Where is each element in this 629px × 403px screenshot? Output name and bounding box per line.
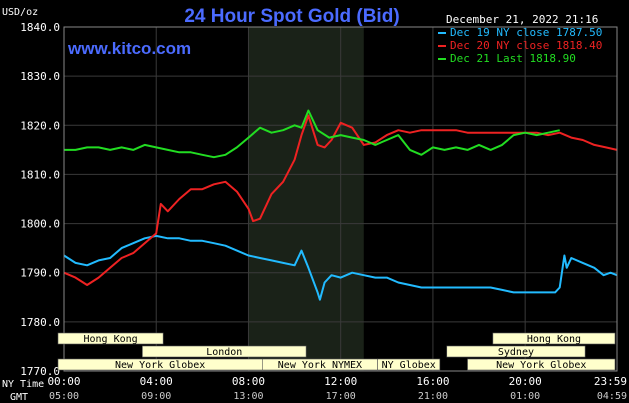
x-tick-ny-6: 23:59 (594, 375, 627, 388)
y-tick-label-2: 1820.0 (20, 119, 60, 132)
gmt-label: GMT (10, 392, 28, 403)
session-label-0: Hong Kong (83, 334, 137, 345)
x-tick-gmt-4: 21:00 (418, 391, 448, 402)
y-axis-ticks: 1840.0 1830.0 1820.0 1810.0 1800.0 1790.0 1780… (20, 21, 60, 378)
y-tick-label-3: 1810.0 (20, 168, 60, 181)
series-line-1 (63, 114, 618, 286)
legend-entry-0: Dec 19 NY close 1787.50 (450, 26, 602, 39)
x-tick-ny-4: 16:00 (416, 375, 449, 388)
y-tick-label-6: 1780.0 (20, 316, 60, 329)
grid-layer (63, 26, 618, 372)
session-box-1 (142, 345, 307, 358)
session-box-5 (492, 332, 616, 345)
y-tick-label-7: 1770.0 (20, 365, 60, 378)
session-label-6: Sydney (498, 347, 534, 358)
nymex-session-shade (248, 27, 364, 371)
y-tick-label-5: 1790.0 (20, 267, 60, 280)
y-tick-label-0: 1840.0 (20, 21, 60, 34)
x-tick-gmt-3: 17:00 (326, 391, 356, 402)
x-tick-gmt-1: 09:00 (141, 391, 171, 402)
y-tick-label-1: 1830.0 (20, 70, 60, 83)
session-box-6 (446, 345, 586, 358)
date-stamp: December 21, 2022 21:16 (446, 13, 598, 26)
session-label-5: Hong Kong (527, 334, 581, 345)
series-layer (63, 109, 618, 301)
x-tick-ny-0: 00:00 (47, 375, 80, 388)
x-tick-ny-3: 12:00 (324, 375, 357, 388)
ny-time-label: NY Time (2, 379, 44, 390)
plot-frame (63, 26, 618, 372)
series-line-0 (63, 234, 618, 301)
nymex-shade-layer (248, 27, 364, 371)
chart-title: 24 Hour Spot Gold (Bid) (184, 6, 399, 27)
x-tick-gmt-6: 04:59 (597, 391, 627, 402)
legend-entry-2: Dec 21 Last 1818.90 (450, 52, 576, 65)
x-tick-gmt-2: 13:00 (233, 391, 263, 402)
session-box-7 (467, 358, 616, 371)
session-label-7: New York Globex (496, 360, 586, 371)
y-axis-label: USD/oz (2, 7, 38, 18)
session-box-4 (377, 358, 441, 371)
site-watermark: www.kitco.com (67, 39, 191, 58)
x-tick-ny-2: 08:00 (232, 375, 265, 388)
session-label-1: London (206, 347, 242, 358)
session-box-0 (57, 332, 164, 345)
x-tick-gmt-0: 05:00 (49, 391, 79, 402)
x-tick-ny-5: 20:00 (509, 375, 542, 388)
session-label-3: New York NYMEX (278, 360, 362, 371)
plot-border (63, 26, 618, 372)
x-tick-gmt-5: 01:00 (510, 391, 540, 402)
session-label-2: New York Globex (115, 360, 205, 371)
x-tick-ny-1: 04:00 (140, 375, 173, 388)
legend-entry-1: Dec 20 NY close 1818.40 (450, 39, 602, 52)
x-axis-ticks: 00:00 05:00 04:00 09:00 08:00 13:00 12:00 17:00… (47, 375, 627, 402)
session-label-4: NY Globex (382, 360, 436, 371)
series-line-2 (64, 109, 560, 159)
y-tick-label-4: 1800.0 (20, 218, 60, 231)
